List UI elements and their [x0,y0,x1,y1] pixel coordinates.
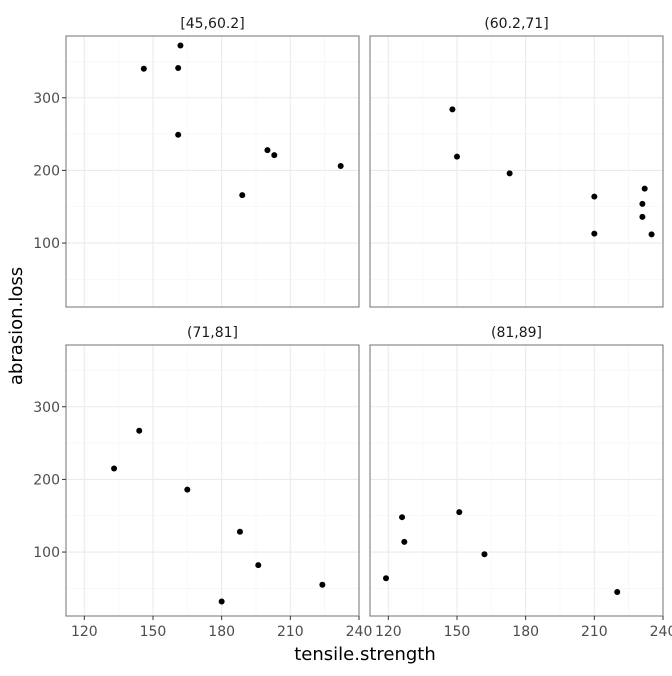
data-point [264,147,271,154]
data-point [319,581,326,588]
panel-background [370,345,663,616]
data-point [218,598,225,605]
y-axis-title: abrasion.loss [6,267,27,385]
data-point [399,514,406,521]
x-tick-label: 120 [71,624,98,640]
x-tick-label: 210 [277,624,304,640]
panel-border [65,35,360,308]
x-tick-label: 150 [444,624,471,640]
y-tick-label: 300 [33,91,60,107]
panel-border [65,344,360,617]
panel-background [66,36,359,307]
panel-background [66,345,359,616]
data-point [111,465,118,472]
facet-title: [45,60.2] [180,16,244,32]
data-point [648,231,655,238]
y-tick-label: 100 [33,545,60,561]
data-point [175,64,182,71]
y-tick-label: 200 [33,472,60,488]
data-point [271,152,278,159]
data-point [236,528,243,535]
data-point [239,192,246,199]
x-tick-label: 240 [650,624,672,640]
data-point [383,575,390,582]
data-point [456,509,463,516]
data-point [639,200,646,207]
data-point [506,170,513,177]
x-tick-label: 210 [581,624,608,640]
data-point [591,193,598,200]
y-tick-label: 300 [33,400,60,416]
x-axis-title: tensile.strength [294,644,436,665]
facet-title: (81,89] [491,325,542,341]
panel-border [369,344,664,617]
data-point [177,42,184,49]
x-tick-label: 180 [512,624,539,640]
data-point [614,589,621,596]
data-point [591,230,598,237]
data-point [641,185,648,192]
panel-background [370,36,663,307]
panel-border [369,35,664,308]
data-point [481,551,488,558]
facet-panel-3: (71,81] 120 150 180 210 240 100 200 300 [33,325,372,640]
data-point [453,153,460,160]
data-point [255,562,262,569]
y-tick-label: 200 [33,163,60,179]
data-point [175,131,182,138]
facet-panel-2: (60.2,71] [369,16,664,308]
data-point [639,213,646,220]
facet-title: (71,81] [187,325,238,341]
x-tick-label: 150 [140,624,167,640]
facet-panel-4: (81,89] 120 150 180 210 240 [369,325,672,640]
x-tick-label: 240 [346,624,373,640]
data-point [401,538,408,545]
x-tick-label: 180 [208,624,235,640]
data-point [140,65,147,72]
x-tick-label: 120 [375,624,402,640]
y-tick-label: 100 [33,236,60,252]
data-point [337,163,344,170]
data-point [136,427,143,434]
facet-title: (60.2,71] [484,16,548,32]
facet-panel-1: [45,60.2] 100 200 300 [33,16,360,308]
data-point [184,486,191,493]
data-point [449,106,456,113]
